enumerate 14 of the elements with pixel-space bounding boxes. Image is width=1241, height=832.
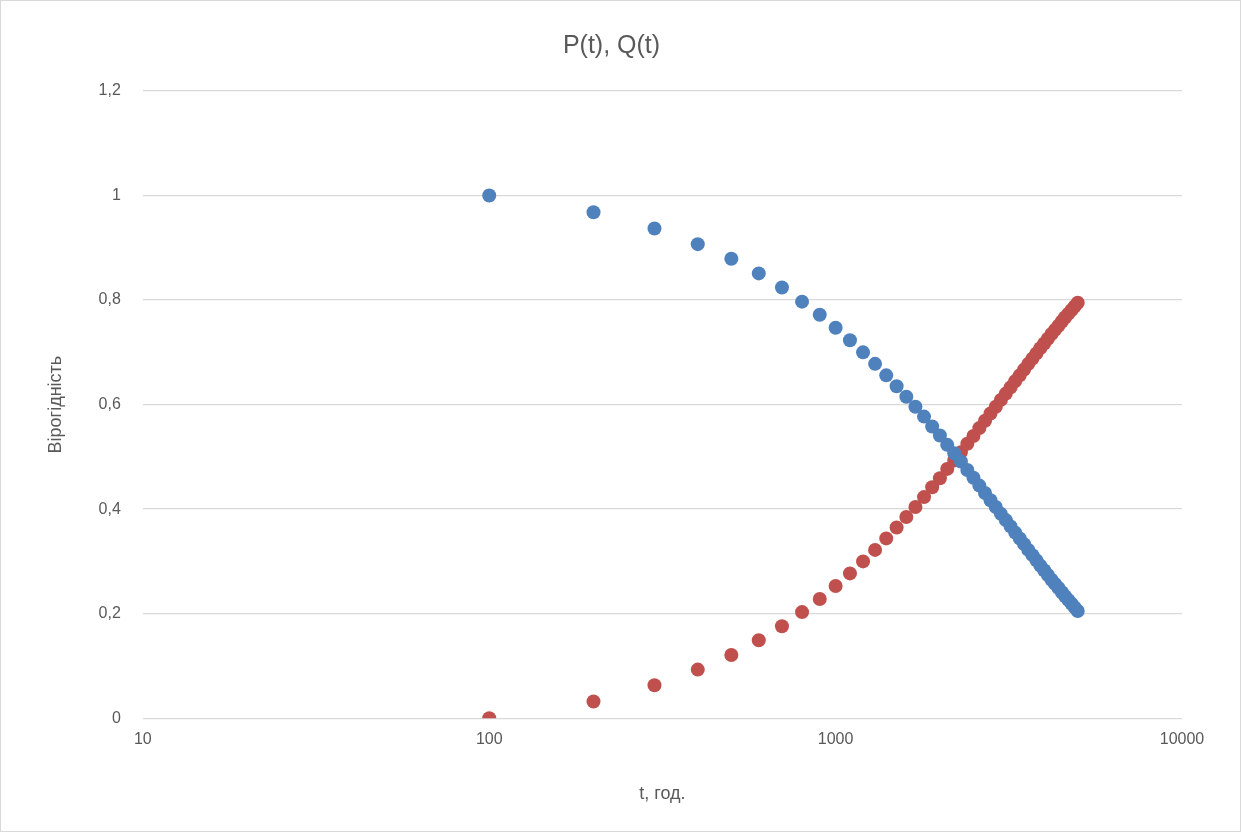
- y-tick-label: 0,2: [98, 604, 121, 622]
- y-tick-label: 1: [111, 185, 121, 203]
- chart-title: P(t), Q(t): [562, 29, 661, 58]
- y-tick-label: 0: [111, 708, 121, 726]
- x-tick-label: 10000: [1159, 730, 1205, 748]
- y-tick-label: 0,4: [98, 499, 121, 517]
- x-axis-title: t, год.: [639, 783, 686, 804]
- x-tick-label: 10: [133, 730, 152, 748]
- y-tick-label: 1,2: [98, 81, 121, 99]
- x-tick-label: 1000: [817, 730, 854, 748]
- x-tick-label: 100: [475, 730, 503, 748]
- y-tick-label: 0,8: [98, 290, 121, 308]
- y-axis-title: Вірогідність: [44, 355, 65, 454]
- y-tick-label: 0,6: [98, 395, 121, 413]
